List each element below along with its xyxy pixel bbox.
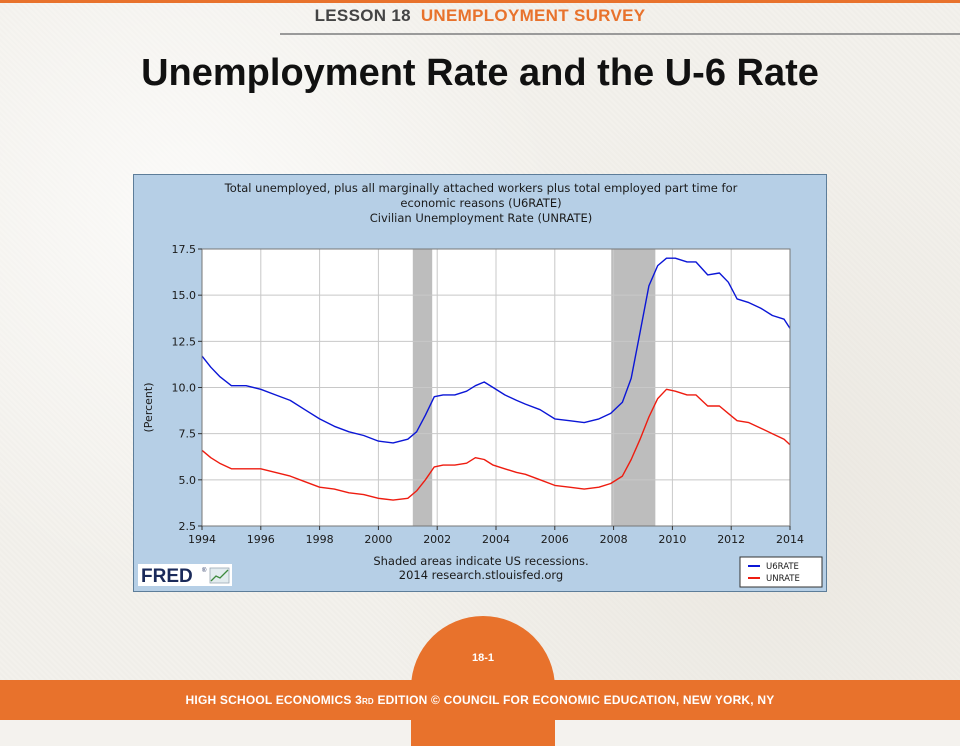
y-tick-label-6: 17.5	[172, 243, 197, 256]
lesson-label: LESSON 18	[314, 6, 411, 25]
page-title: Unemployment Rate and the U-6 Rate	[141, 52, 819, 94]
y-tick-label-5: 15.0	[172, 289, 197, 302]
x-tick-label-0: 1994	[188, 533, 216, 546]
x-tick-label-8: 2010	[658, 533, 686, 546]
series-group	[201, 257, 791, 501]
slide-header: LESSON 18 UNEMPLOYMENT SURVEY	[0, 6, 960, 26]
y-axis-label: (Percent)	[142, 383, 155, 433]
y-tick-label-2: 7.5	[179, 428, 197, 441]
y-tick-label-1: 5.0	[179, 474, 197, 487]
y-tick-label-3: 10.0	[172, 382, 197, 395]
fred-logo-group: FRED ®	[138, 564, 232, 587]
footer-bar	[0, 680, 960, 720]
y-tick-label-4: 12.5	[172, 335, 197, 348]
page-number: 18-1	[471, 652, 495, 664]
x-tick-label-7: 2008	[600, 533, 628, 546]
x-tick-label-4: 2002	[423, 533, 451, 546]
x-tick-label-6: 2006	[541, 533, 569, 546]
footer-credit-post: EDITION © COUNCIL FOR ECONOMIC EDUCATION…	[373, 693, 775, 707]
top-accent-line	[0, 0, 960, 3]
footer-credit-rd: RD	[361, 697, 374, 706]
x-tick-label-5: 2004	[482, 533, 510, 546]
chart-title-line-1: economic reasons (U6RATE)	[400, 196, 561, 210]
x-tick-label-2: 1998	[306, 533, 334, 546]
chart-svg: Total unemployed, plus all marginally at…	[138, 181, 823, 588]
header-divider	[280, 33, 960, 35]
legend-label-unrate: UNRATE	[766, 574, 800, 584]
chart-title-group: Total unemployed, plus all marginally at…	[224, 181, 738, 225]
notes-group: Shaded areas indicate US recessions.2014…	[373, 554, 588, 582]
lesson-topic: UNEMPLOYMENT SURVEY	[420, 6, 646, 25]
chart-note-1: 2014 research.stlouisfed.org	[399, 568, 563, 582]
axes-group: 2.5 5.0 7.5 10.0 12.5 15.0 17.5 1994 1996 1998 200…	[142, 243, 804, 546]
legend-box	[739, 556, 823, 588]
chart-title-line-2: Civilian Unemployment Rate (UNRATE)	[370, 211, 592, 225]
fred-logo-box	[138, 564, 232, 586]
x-tick-label-10: 2014	[776, 533, 804, 546]
footer-credit-pre: HIGH SCHOOL ECONOMICS 3	[185, 693, 362, 707]
x-tick-label-1: 1996	[247, 533, 275, 546]
y-tick-label-0: 2.5	[179, 520, 197, 533]
chart-title-line-0: Total unemployed, plus all marginally at…	[224, 181, 738, 195]
fred-chart-panel: Total unemployed, plus all marginally at…	[133, 174, 827, 592]
fred-logo-registered: ®	[202, 567, 207, 574]
legend-group: U6RATE UNRATE	[739, 556, 823, 588]
fred-chart-icon	[210, 569, 229, 582]
x-tick-label-9: 2012	[717, 533, 745, 546]
chart-note-0: Shaded areas indicate US recessions.	[373, 554, 588, 568]
series-line-unrate	[201, 388, 791, 501]
fred-logo-text: FRED	[141, 566, 193, 587]
fred-chart-icon-box	[209, 567, 230, 584]
footer-credit: HIGH SCHOOL ECONOMICS 3RD EDITION © COUN…	[0, 693, 960, 707]
legend-label-u6rate: U6RATE	[766, 562, 799, 572]
series-line-u6rate	[201, 257, 791, 444]
x-tick-label-3: 2000	[364, 533, 392, 546]
